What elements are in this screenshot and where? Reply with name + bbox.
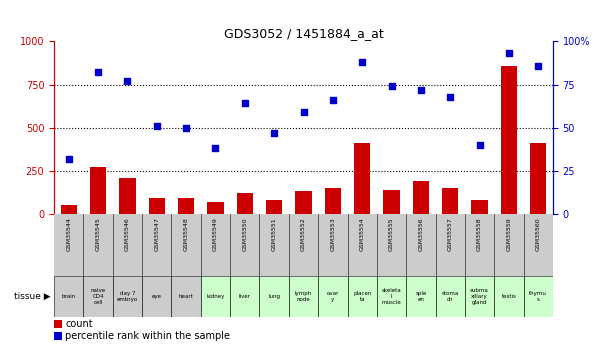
Bar <box>237 193 253 214</box>
Text: testis: testis <box>501 294 516 299</box>
Text: GSM35550: GSM35550 <box>242 217 248 250</box>
Text: skeleta
l
muscle: skeleta l muscle <box>382 288 401 305</box>
Text: brain: brain <box>62 294 76 299</box>
Point <box>445 94 455 99</box>
Bar <box>54 320 61 328</box>
Title: GDS3052 / 1451884_a_at: GDS3052 / 1451884_a_at <box>224 27 383 40</box>
Bar <box>296 191 311 214</box>
Point <box>328 97 338 103</box>
Bar <box>354 143 370 214</box>
Point <box>152 123 162 129</box>
Point <box>182 125 191 130</box>
Bar <box>171 276 201 317</box>
Point <box>534 63 543 68</box>
Bar <box>523 276 553 317</box>
Bar <box>501 66 517 214</box>
Text: stoma
ch: stoma ch <box>442 291 459 302</box>
Bar <box>113 276 142 317</box>
Point <box>123 78 132 84</box>
Point <box>240 101 249 106</box>
Bar <box>494 276 523 317</box>
Text: lymph
node: lymph node <box>295 291 312 302</box>
Text: GSM35553: GSM35553 <box>331 217 335 251</box>
Bar <box>54 276 84 317</box>
Point <box>93 70 103 75</box>
Text: GSM35559: GSM35559 <box>507 217 511 251</box>
Point <box>475 142 484 148</box>
Bar <box>325 188 341 214</box>
Bar <box>84 276 113 317</box>
Bar <box>148 198 165 214</box>
Bar <box>61 205 77 214</box>
Bar <box>472 200 487 214</box>
Text: count: count <box>65 319 93 329</box>
Bar <box>442 188 459 214</box>
Bar <box>120 178 135 214</box>
Point <box>504 51 514 56</box>
Text: naive
CD4
cell: naive CD4 cell <box>91 288 106 305</box>
Text: liver: liver <box>239 294 251 299</box>
Text: placen
ta: placen ta <box>353 291 371 302</box>
Point <box>299 109 308 115</box>
Point <box>358 59 367 65</box>
Text: GSM35545: GSM35545 <box>96 217 100 251</box>
Text: GSM35551: GSM35551 <box>272 217 276 250</box>
Bar <box>530 143 546 214</box>
Bar <box>90 167 106 214</box>
Bar <box>413 181 429 214</box>
Text: GSM35549: GSM35549 <box>213 217 218 251</box>
Text: kidney: kidney <box>206 294 225 299</box>
Text: GSM35555: GSM35555 <box>389 217 394 250</box>
Text: heart: heart <box>178 294 194 299</box>
Text: tissue ▶: tissue ▶ <box>14 292 51 301</box>
Bar <box>230 276 260 317</box>
Bar <box>406 276 436 317</box>
Bar <box>266 200 282 214</box>
Bar <box>289 276 318 317</box>
Bar <box>201 276 230 317</box>
Text: GSM35546: GSM35546 <box>125 217 130 251</box>
Text: GSM35557: GSM35557 <box>448 217 453 251</box>
Bar <box>383 190 400 214</box>
Point <box>386 83 396 89</box>
Text: GSM35548: GSM35548 <box>184 217 189 251</box>
Bar <box>377 276 406 317</box>
Bar <box>347 276 377 317</box>
Bar <box>318 276 347 317</box>
Text: GSM35544: GSM35544 <box>66 217 72 251</box>
Text: GSM35560: GSM35560 <box>535 217 541 250</box>
Text: percentile rank within the sample: percentile rank within the sample <box>65 331 230 341</box>
Point <box>416 87 426 92</box>
Text: GSM35558: GSM35558 <box>477 217 482 250</box>
Bar <box>436 276 465 317</box>
Bar <box>465 276 494 317</box>
Text: ovar
y: ovar y <box>327 291 339 302</box>
Point <box>211 146 221 151</box>
Text: GSM35552: GSM35552 <box>301 217 306 251</box>
Text: thymu
s: thymu s <box>529 291 547 302</box>
Point <box>269 130 279 136</box>
Bar <box>54 332 61 340</box>
Text: GSM35556: GSM35556 <box>418 217 423 250</box>
Text: eye: eye <box>152 294 162 299</box>
Text: sple
en: sple en <box>415 291 427 302</box>
Text: subma
xillary
gland: subma xillary gland <box>470 288 489 305</box>
Bar <box>142 276 171 317</box>
Text: lung: lung <box>268 294 280 299</box>
Text: day 7
embryо: day 7 embryо <box>117 291 138 302</box>
Bar <box>178 198 194 214</box>
Text: GSM35547: GSM35547 <box>154 217 159 251</box>
Text: GSM35554: GSM35554 <box>359 217 365 251</box>
Point <box>64 156 73 161</box>
Bar <box>207 202 224 214</box>
Bar <box>260 276 289 317</box>
